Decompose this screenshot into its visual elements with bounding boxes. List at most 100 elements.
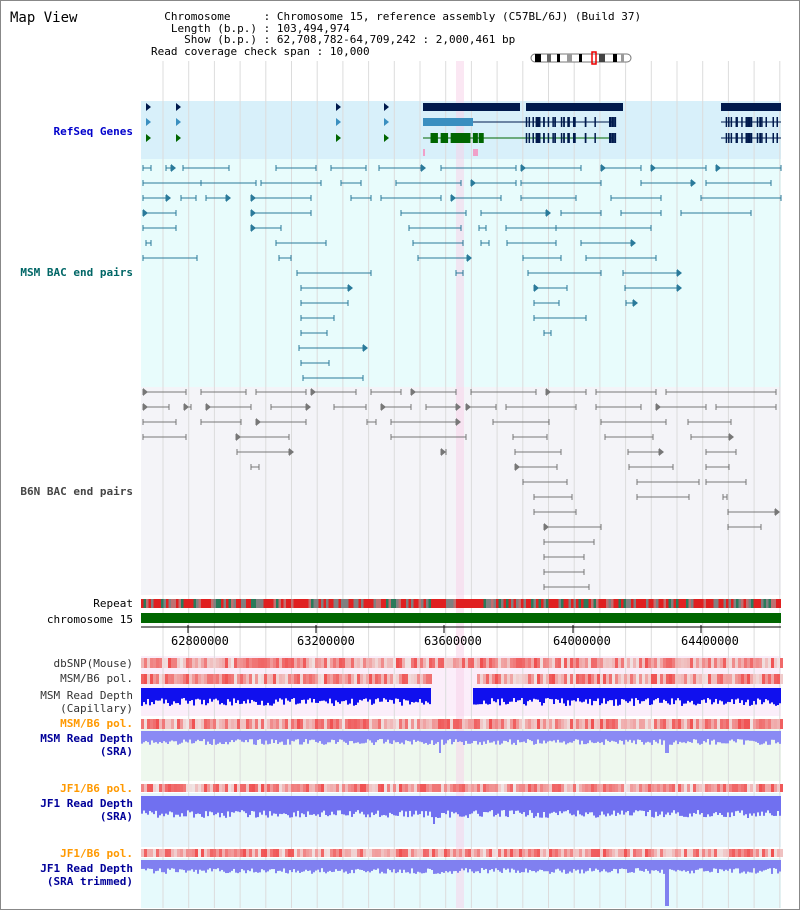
gene-exon	[614, 117, 617, 127]
repeat-segment	[361, 599, 364, 608]
msm-bac-arrow	[631, 239, 636, 247]
read-depth-bar	[207, 731, 209, 742]
polymorphism-cell	[669, 784, 672, 792]
polymorphism-cell	[207, 719, 210, 729]
read-depth-bar	[701, 796, 703, 813]
read-depth-bar	[261, 860, 263, 870]
polymorphism-cell	[510, 674, 513, 684]
read-depth-bar	[469, 796, 471, 815]
read-depth-bar	[745, 796, 747, 815]
track-label-msm-depth-sra[interactable]: MSM Read Depth (SRA)	[40, 732, 133, 758]
polymorphism-cell	[303, 658, 306, 668]
read-depth-bar	[561, 796, 563, 814]
read-depth-bar	[551, 688, 553, 700]
polymorphism-cell	[264, 674, 267, 684]
read-depth-bar	[573, 860, 575, 869]
polymorphism-cell	[417, 719, 420, 729]
read-depth-bar	[363, 731, 365, 744]
polymorphism-cell	[612, 658, 615, 668]
track-label-jf1-depth-trimmed[interactable]: JF1 Read Depth (SRA trimmed)	[40, 862, 133, 888]
polymorphism-cell	[369, 784, 372, 792]
read-depth-bar	[175, 731, 177, 742]
read-depth-bar	[159, 796, 161, 816]
read-depth-bar	[657, 688, 659, 699]
track-label-chromosome[interactable]: chromosome 15	[47, 613, 133, 626]
read-depth-bar	[413, 796, 415, 815]
read-depth-bar	[313, 796, 315, 815]
repeat-segment	[733, 599, 736, 608]
polymorphism-cell	[297, 784, 300, 792]
read-depth-bar	[387, 688, 389, 702]
polymorphism-cell	[708, 849, 711, 857]
repeat-segment	[701, 599, 704, 608]
polymorphism-cell	[516, 849, 519, 857]
read-depth-bar	[699, 796, 701, 815]
read-depth-bar	[521, 731, 523, 743]
polymorphism-cell	[243, 719, 246, 729]
read-depth-bar	[347, 731, 349, 745]
read-depth-bar	[605, 731, 607, 740]
track-label-jf1-depth-sra[interactable]: JF1 Read Depth (SRA)	[40, 797, 133, 823]
read-depth-bar	[753, 796, 755, 814]
read-depth-bar	[271, 688, 273, 706]
read-depth-bar	[685, 688, 687, 704]
polymorphism-cell	[258, 784, 261, 792]
read-depth-bar	[527, 860, 529, 873]
gene-exon	[552, 117, 554, 127]
polymorphism-cell	[414, 658, 417, 668]
polymorphism-cell	[276, 674, 279, 684]
read-depth-bar	[175, 796, 177, 815]
read-depth-bar	[529, 688, 531, 700]
polymorphism-cell	[213, 674, 216, 684]
gene-exon	[741, 133, 743, 143]
read-depth-bar	[559, 796, 561, 812]
read-depth-bar	[295, 731, 297, 740]
read-depth-bar	[725, 860, 727, 870]
read-depth-bar	[383, 688, 385, 699]
polymorphism-cell	[711, 719, 714, 729]
read-depth-bar	[553, 688, 555, 705]
track-label-dbsnp[interactable]: dbSNP(Mouse)	[54, 657, 133, 670]
read-depth-bar	[485, 688, 487, 704]
track-label-msm-b6-pol[interactable]: MSM/B6 pol.	[60, 672, 133, 685]
track-label-msm-bac[interactable]: MSM BAC end pairs	[20, 266, 133, 279]
read-depth-bar	[761, 860, 763, 872]
read-depth-bar	[183, 731, 185, 740]
read-depth-bar	[263, 796, 265, 811]
track-label-jf1-b6-pol[interactable]: JF1/B6 pol.	[60, 782, 133, 795]
polymorphism-cell	[726, 784, 729, 792]
polymorphism-cell	[729, 849, 732, 857]
polymorphism-cell	[588, 719, 591, 729]
read-depth-bar	[161, 688, 163, 699]
read-depth-bar	[565, 860, 567, 874]
read-depth-bar	[283, 731, 285, 745]
track-label-msm-b6-pol-2[interactable]: MSM/B6 pol.	[60, 717, 133, 730]
repeat-segment	[283, 599, 286, 608]
read-depth-bar	[359, 860, 361, 870]
polymorphism-cell	[336, 719, 339, 729]
track-label-msm-depth-capillary[interactable]: MSM Read Depth (Capillary)	[40, 689, 133, 715]
polymorphism-cell	[669, 674, 672, 684]
read-depth-bar	[425, 860, 427, 873]
track-label-b6n-bac[interactable]: B6N BAC end pairs	[20, 485, 133, 498]
track-label-jf1-b6-pol-2[interactable]: JF1/B6 pol.	[60, 847, 133, 860]
read-depth-bar	[177, 860, 179, 873]
read-depth-bar	[403, 688, 405, 700]
read-depth-bar	[155, 860, 157, 872]
gene-exon	[547, 133, 550, 143]
read-depth-bar	[257, 688, 259, 705]
repeat-segment	[356, 599, 359, 608]
polymorphism-cell	[297, 674, 300, 684]
polymorphism-cell	[450, 849, 453, 857]
polymorphism-cell	[477, 674, 480, 684]
read-depth-bar	[613, 860, 615, 869]
polymorphism-cell	[354, 674, 357, 684]
read-depth-bar	[395, 796, 397, 816]
read-depth-bar	[289, 731, 291, 745]
track-label-repeat[interactable]: Repeat	[93, 597, 133, 610]
read-depth-bar	[613, 796, 615, 811]
read-depth-bar	[745, 860, 747, 874]
track-label-refseq[interactable]: RefSeq Genes	[54, 125, 133, 138]
polymorphism-cell	[201, 658, 204, 668]
